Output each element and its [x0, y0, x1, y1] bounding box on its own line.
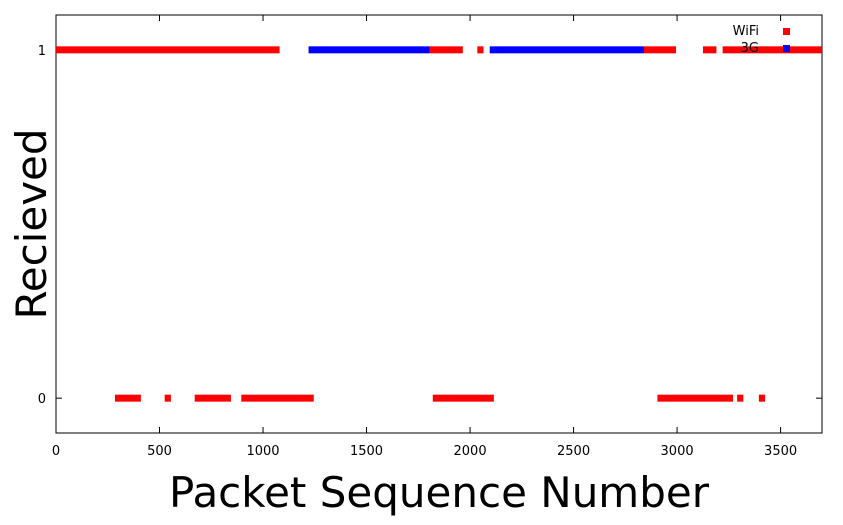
- legend-label-wifi: WiFi: [733, 24, 759, 39]
- wifi-lost-segment: [737, 394, 744, 402]
- x-tick-label: 2500: [557, 444, 590, 459]
- legend-swatch-wifi: [783, 28, 790, 35]
- wifi-received-segment: [702, 46, 717, 54]
- y-tick-label: 1: [38, 44, 46, 59]
- x-tick-label: 0: [52, 444, 60, 459]
- legend-label-3g: 3G: [741, 41, 759, 56]
- wifi-lost-segment: [194, 394, 231, 402]
- x-tick-label: 1500: [350, 444, 383, 459]
- axis-ticks: 0 500 1000 1500 2000 2500 3000 3500 0 1: [38, 15, 822, 459]
- 3g-received-segment: [489, 46, 644, 54]
- 3g-received-segment: [308, 46, 430, 54]
- x-tick-label: 2000: [454, 444, 487, 459]
- wifi-lost-segment: [164, 394, 171, 402]
- x-tick-label: 500: [147, 444, 172, 459]
- wifi-lost-segment: [241, 394, 314, 402]
- wifi-received-segment: [56, 46, 280, 54]
- wifi-lost-segment: [432, 394, 494, 402]
- x-axis-label: Packet Sequence Number: [169, 468, 710, 517]
- plot-frame: [55, 14, 823, 434]
- x-tick-label: 3500: [764, 444, 797, 459]
- legend: WiFi 3G: [733, 24, 790, 56]
- x-tick-label: 3000: [661, 444, 694, 459]
- x-tick-label: 1000: [246, 444, 279, 459]
- legend-swatch-3g: [783, 45, 790, 52]
- wifi-lost-segment: [758, 394, 766, 402]
- wifi-lost-segment: [657, 394, 733, 402]
- y-axis-label: Recieved: [7, 128, 56, 319]
- wifi-lost-segment: [115, 394, 141, 402]
- wifi-received-segment: [429, 46, 463, 54]
- wifi-received-segment: [477, 46, 484, 54]
- wifi-received-segment: [722, 46, 822, 54]
- data-marks: [56, 46, 822, 402]
- wifi-received-segment: [643, 46, 677, 54]
- y-tick-label: 0: [38, 392, 46, 407]
